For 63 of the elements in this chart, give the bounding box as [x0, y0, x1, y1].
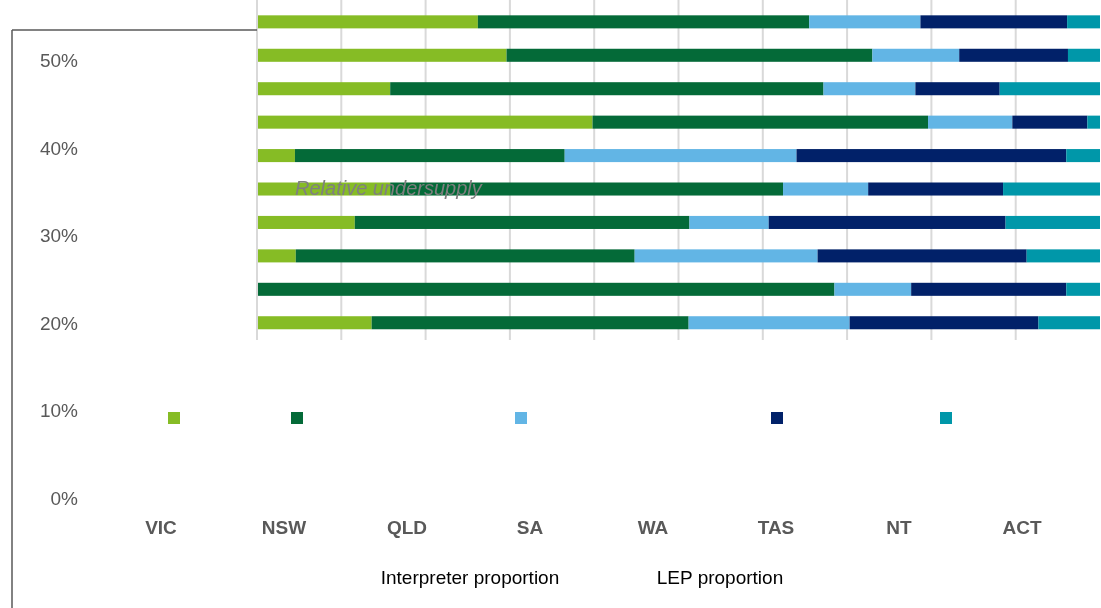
bar	[295, 249, 635, 263]
bar	[783, 182, 869, 196]
bar	[1066, 282, 1100, 296]
bar	[868, 182, 1004, 196]
bar	[1005, 215, 1100, 229]
bar	[849, 316, 1039, 330]
bar	[920, 15, 1068, 29]
bar	[257, 115, 593, 129]
x-tick-label: WA	[637, 517, 669, 538]
bar	[809, 15, 921, 29]
bar	[257, 48, 507, 62]
bar	[390, 82, 824, 96]
bar	[1003, 182, 1100, 196]
y-tick-label: 10%	[39, 400, 79, 422]
bar	[1067, 15, 1100, 29]
bar	[257, 15, 478, 29]
bar	[564, 149, 797, 163]
bar	[872, 48, 960, 62]
bar	[928, 115, 1013, 129]
x-tick-label: ACT	[1002, 517, 1042, 538]
bar	[371, 316, 689, 330]
text: LEP proportion	[656, 567, 784, 588]
y-tick-label: 40%	[39, 137, 79, 159]
bar	[823, 82, 916, 96]
bar	[634, 249, 818, 263]
bar	[477, 15, 810, 29]
y-tick-label: 30%	[39, 225, 79, 247]
bar	[999, 82, 1100, 96]
x-tick-label: QLD	[386, 517, 428, 538]
bar	[506, 48, 873, 62]
bar	[796, 149, 1067, 163]
x-tick-label: NT	[886, 517, 913, 538]
bar	[354, 215, 690, 229]
x-tick-label: TAS	[757, 517, 795, 538]
bar	[1087, 115, 1100, 129]
bar	[294, 149, 565, 163]
bar	[1038, 316, 1100, 330]
x-tick-label: SA	[516, 517, 544, 538]
bar	[911, 282, 1067, 296]
text: Interpreter proportion	[380, 567, 560, 588]
y-tick-label: 50%	[39, 50, 79, 71]
bar	[257, 249, 296, 263]
x-tick-label: NSW	[261, 517, 307, 538]
bar	[592, 115, 929, 129]
y-tick-label: 20%	[39, 312, 79, 334]
bar	[959, 48, 1068, 62]
bar	[257, 316, 372, 330]
bar	[688, 316, 850, 330]
bar	[834, 282, 912, 296]
bar	[257, 282, 835, 296]
bar	[1067, 48, 1100, 62]
bar	[257, 215, 355, 229]
bar	[257, 82, 391, 96]
bar	[1012, 115, 1088, 129]
bar	[768, 215, 1006, 229]
bar	[1066, 149, 1100, 163]
bar	[915, 82, 1000, 96]
bar	[1026, 249, 1100, 263]
bar	[689, 215, 769, 229]
y-tick-label: 0%	[50, 488, 79, 509]
bar	[257, 149, 295, 163]
x-tick-label: VIC	[145, 517, 178, 538]
bar	[817, 249, 1027, 263]
